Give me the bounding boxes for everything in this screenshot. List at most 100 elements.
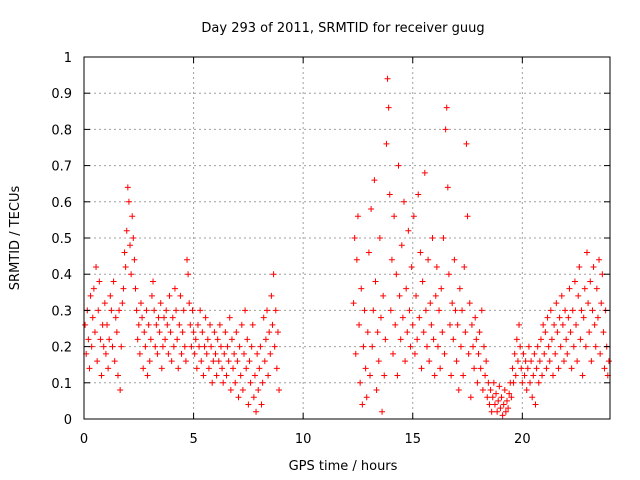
data-point — [145, 321, 152, 328]
data-point — [407, 343, 414, 350]
data-point — [240, 350, 247, 357]
data-point — [102, 350, 109, 357]
data-point — [546, 358, 553, 365]
data-point — [173, 307, 180, 314]
data-point — [431, 372, 438, 379]
data-point — [517, 343, 524, 350]
data-point — [151, 307, 158, 314]
data-point — [163, 307, 170, 314]
data-point — [188, 343, 195, 350]
data-point — [376, 235, 383, 241]
data-point — [90, 285, 97, 292]
y-tick-label: 0.1 — [51, 377, 72, 392]
y-tick-label: 0.7 — [51, 160, 72, 175]
data-point — [201, 343, 208, 350]
data-point — [91, 329, 98, 336]
data-point — [509, 365, 516, 372]
data-point — [438, 285, 445, 292]
data-point — [495, 397, 502, 404]
data-point — [175, 365, 182, 372]
data-point — [118, 343, 125, 350]
data-point — [247, 379, 254, 386]
data-point — [530, 372, 537, 379]
data-point — [505, 405, 512, 412]
data-point — [416, 314, 423, 321]
data-point — [452, 307, 459, 314]
data-point — [359, 401, 366, 408]
data-point — [223, 372, 230, 379]
data-point — [221, 350, 228, 357]
data-point — [525, 343, 532, 350]
x-tick-label: 5 — [189, 432, 197, 447]
data-point — [191, 350, 198, 357]
data-point — [409, 321, 416, 328]
data-point — [489, 394, 496, 401]
data-point — [516, 321, 523, 328]
data-point — [449, 300, 456, 307]
data-point — [207, 321, 214, 328]
data-point — [143, 307, 150, 314]
data-point — [568, 365, 575, 372]
data-point — [562, 307, 569, 314]
data-point — [447, 321, 454, 328]
data-point — [228, 336, 235, 343]
data-point — [566, 285, 573, 292]
data-point — [185, 271, 192, 278]
data-point — [528, 358, 535, 365]
grid-lines — [84, 57, 610, 419]
data-point — [159, 343, 166, 350]
data-point — [85, 336, 92, 343]
data-point — [582, 343, 589, 350]
data-point — [273, 365, 280, 372]
x-tick-labels: 0 5 10 15 20 — [80, 432, 531, 447]
data-point — [465, 350, 472, 357]
data-point — [524, 365, 531, 372]
data-point — [476, 329, 483, 336]
data-point — [377, 314, 384, 321]
data-point — [351, 235, 358, 241]
data-point — [444, 184, 451, 191]
data-point — [101, 300, 108, 307]
data-point — [380, 292, 387, 299]
data-point — [162, 336, 169, 343]
data-point — [217, 343, 224, 350]
data-point — [605, 358, 612, 365]
data-point — [539, 372, 546, 379]
data-point — [106, 336, 113, 343]
data-point — [404, 329, 411, 336]
data-point — [170, 343, 177, 350]
data-point — [193, 365, 200, 372]
data-point — [276, 387, 283, 394]
data-point — [387, 307, 394, 314]
data-point — [160, 314, 167, 321]
axis-ticks — [83, 56, 610, 420]
data-point — [529, 394, 536, 401]
data-point — [243, 365, 250, 372]
data-point — [182, 358, 189, 365]
data-point — [437, 365, 444, 372]
data-point — [577, 336, 584, 343]
data-point — [184, 256, 191, 263]
data-point — [461, 263, 468, 270]
data-point — [560, 358, 567, 365]
data-point — [381, 372, 388, 379]
data-point — [443, 104, 450, 111]
data-point — [358, 285, 365, 292]
data-point — [436, 307, 443, 314]
data-point — [396, 292, 403, 299]
data-point — [531, 350, 538, 357]
data-point — [105, 365, 112, 372]
data-point — [600, 329, 607, 336]
data-point — [154, 350, 161, 357]
data-point — [429, 235, 436, 241]
data-point — [237, 372, 244, 379]
data-point — [556, 314, 563, 321]
data-point — [601, 365, 608, 372]
data-point — [454, 321, 461, 328]
x-tick-label: 0 — [80, 432, 88, 447]
data-point — [520, 350, 527, 357]
data-point — [415, 191, 422, 198]
data-point — [478, 307, 485, 314]
data-point — [95, 307, 102, 314]
data-point — [390, 350, 397, 357]
